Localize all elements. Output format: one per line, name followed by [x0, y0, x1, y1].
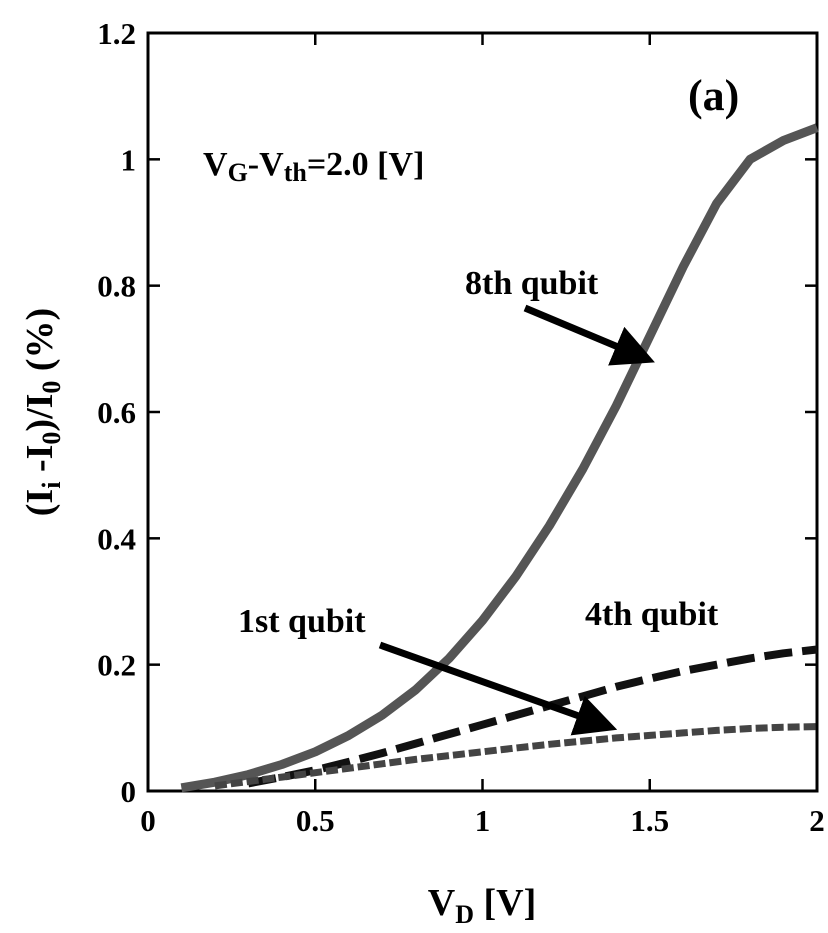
series-line-8th-qubit	[180, 123, 819, 793]
x-tick-label: 0	[140, 803, 156, 838]
xlabel-rest: [V]	[474, 882, 536, 924]
x-axis-label: VD [V]	[428, 882, 537, 929]
series-line-1st-qubit	[214, 723, 818, 790]
xlabel-sub: D	[455, 900, 474, 929]
ylabel-p2: -I	[19, 445, 61, 482]
x-tick-label: 1	[475, 803, 491, 838]
y-tick-label: 0.8	[97, 269, 136, 304]
y-axis-label: (Ii -I0)/I0 (%)	[19, 308, 66, 516]
y-tick-label: 0.6	[97, 395, 136, 430]
condition-sub2: th	[284, 158, 308, 187]
y-tick-label: 1.2	[97, 16, 136, 51]
ylabel-s2: 0	[37, 432, 66, 445]
series-group	[180, 123, 819, 793]
ticks-group: 0 0.5 1 1.5 2 0 0.2 0.4 0.6 0.8 1 1.2	[97, 16, 825, 838]
ylabel-s3: 0	[37, 381, 66, 394]
condition-rest: =2.0 [V]	[307, 146, 425, 183]
y-tick-label: 0	[121, 774, 137, 809]
condition-base: V	[203, 146, 228, 183]
y-tick-label: 0.4	[97, 521, 136, 556]
condition-mid: -V	[248, 146, 284, 183]
ylabel-p4: (%)	[19, 308, 61, 381]
y-tick-label: 1	[121, 142, 137, 177]
condition-sub1: G	[228, 158, 248, 187]
y-tick-label: 0.2	[97, 648, 136, 683]
label-8th-qubit: 8th qubit	[465, 265, 599, 302]
ylabel-p1: (I	[19, 489, 61, 516]
ylabel-p3: )/I	[19, 394, 61, 432]
x-tick-label: 2	[809, 803, 825, 838]
panel-label: (a)	[688, 71, 739, 120]
arrow-1st-qubit	[378, 641, 618, 736]
label-1st-qubit: 1st qubit	[238, 603, 366, 640]
series-line-4th-qubit	[247, 645, 818, 788]
ylabel-s1: i	[37, 482, 66, 489]
condition-label: VG-Vth=2.0 [V]	[203, 146, 424, 187]
arrow-8th-qubit	[523, 304, 655, 366]
x-tick-label: 0.5	[296, 803, 335, 838]
x-tick-label: 1.5	[630, 803, 669, 838]
xlabel-base: V	[428, 882, 456, 924]
label-4th-qubit: 4th qubit	[585, 596, 719, 633]
